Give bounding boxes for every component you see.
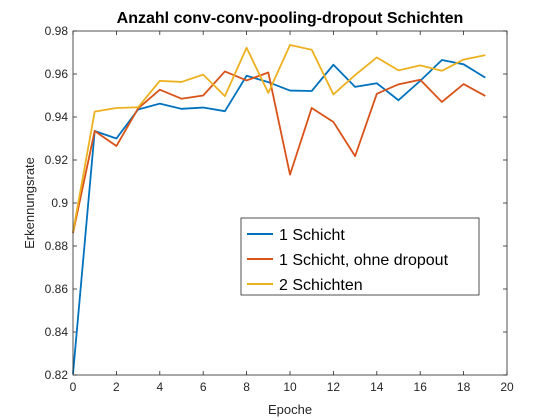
y-axis-label: Erkennungsrate — [22, 157, 37, 249]
x-tick-label: 8 — [243, 380, 250, 394]
x-tick-label: 18 — [457, 380, 471, 394]
legend: 1 Schicht 1 Schicht, ohne dropout 2 Schich… — [240, 217, 480, 296]
y-tick-label: 0.88 — [45, 239, 69, 253]
series-lines — [72, 44, 486, 375]
x-tick-label: 16 — [414, 380, 428, 394]
x-tick-label: 20 — [500, 380, 514, 394]
y-axis-ticks: 0.82 0.84 0.86 0.88 0.9 0.92 0.94 0.96 0.98 — [45, 24, 507, 382]
x-tick-label: 6 — [200, 380, 207, 394]
y-tick-label: 0.96 — [45, 67, 69, 81]
x-tick-label: 12 — [327, 380, 341, 394]
series-line-1 — [72, 59, 486, 375]
x-tick-label: 14 — [370, 380, 384, 394]
x-axis-ticks: 0 2 4 6 8 10 12 14 16 18 20 — [70, 31, 514, 394]
series-line-2 — [72, 70, 486, 234]
plot-area — [73, 31, 507, 375]
x-tick-label: 2 — [113, 380, 120, 394]
y-tick-label: 0.92 — [45, 153, 69, 167]
x-tick-label: 10 — [283, 380, 297, 394]
series-line-3 — [72, 44, 486, 233]
y-tick-label: 0.82 — [45, 368, 69, 382]
legend-label-2: 1 Schicht, ohne dropout — [279, 252, 449, 269]
x-tick-label: 4 — [156, 380, 163, 394]
y-tick-label: 0.98 — [45, 24, 69, 38]
legend-box — [240, 217, 480, 296]
legend-label-3: 2 Schichten — [279, 277, 363, 294]
y-tick-label: 0.94 — [45, 110, 69, 124]
y-tick-label: 0.86 — [45, 282, 69, 296]
x-tick-label: 0 — [70, 380, 77, 394]
chart-title: Anzahl conv-conv-pooling-dropout Schicht… — [117, 10, 464, 27]
y-tick-label: 0.9 — [51, 196, 68, 210]
x-axis-label: Epoche — [268, 402, 312, 417]
y-tick-label: 0.84 — [45, 325, 69, 339]
plot-box — [72, 30, 508, 376]
legend-label-1: 1 Schicht — [279, 227, 345, 244]
